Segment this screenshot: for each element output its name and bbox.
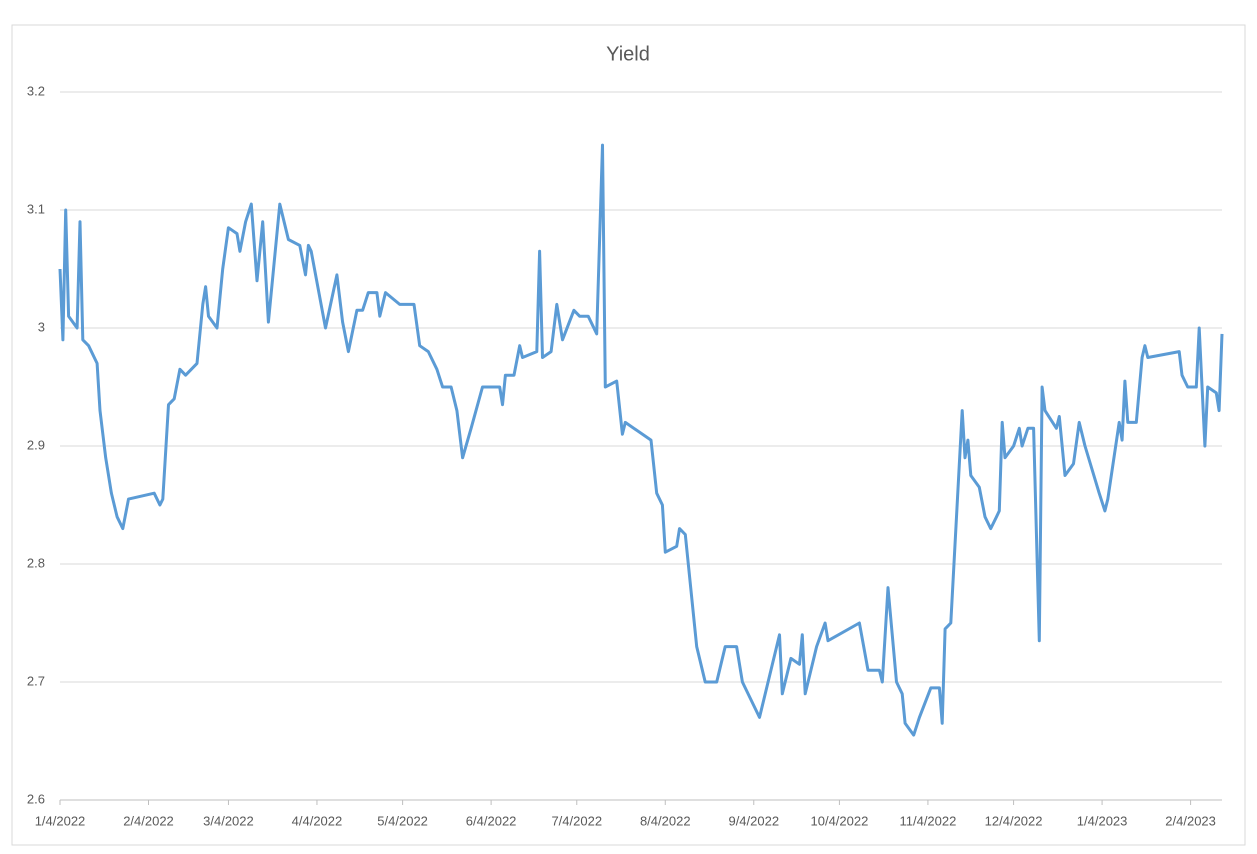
y-tick-label: 2.6 — [27, 791, 45, 806]
x-tick-label: 1/4/2023 — [1077, 813, 1128, 828]
chart-title: Yield — [606, 43, 650, 65]
x-tick-label: 12/4/2022 — [985, 813, 1043, 828]
x-tick-label: 5/4/2022 — [377, 813, 428, 828]
x-tick-label: 2/4/2022 — [123, 813, 174, 828]
y-tick-label: 3 — [38, 319, 45, 334]
x-tick-label: 7/4/2022 — [551, 813, 602, 828]
x-tick-label: 8/4/2022 — [640, 813, 691, 828]
chart-frame — [11, 24, 1246, 846]
x-tick-label: 2/4/2023 — [1165, 813, 1216, 828]
y-tick-label: 2.8 — [27, 555, 45, 570]
x-tick-label: 10/4/2022 — [811, 813, 869, 828]
y-tick-label: 2.7 — [27, 673, 45, 688]
line — [58, 143, 1224, 737]
x-tick-label: 9/4/2022 — [728, 813, 779, 828]
y-tick-label: 3.2 — [27, 83, 45, 98]
x-tick-label: 6/4/2022 — [466, 813, 517, 828]
x-tick-label: 1/4/2022 — [35, 813, 86, 828]
y-tick-label: 3.1 — [27, 201, 45, 216]
x-tick-label: 3/4/2022 — [203, 813, 254, 828]
x-tick-label: 11/4/2022 — [899, 813, 956, 828]
y-tick-label: 2.9 — [27, 437, 45, 452]
x-tick-label: 4/4/2022 — [292, 813, 343, 828]
